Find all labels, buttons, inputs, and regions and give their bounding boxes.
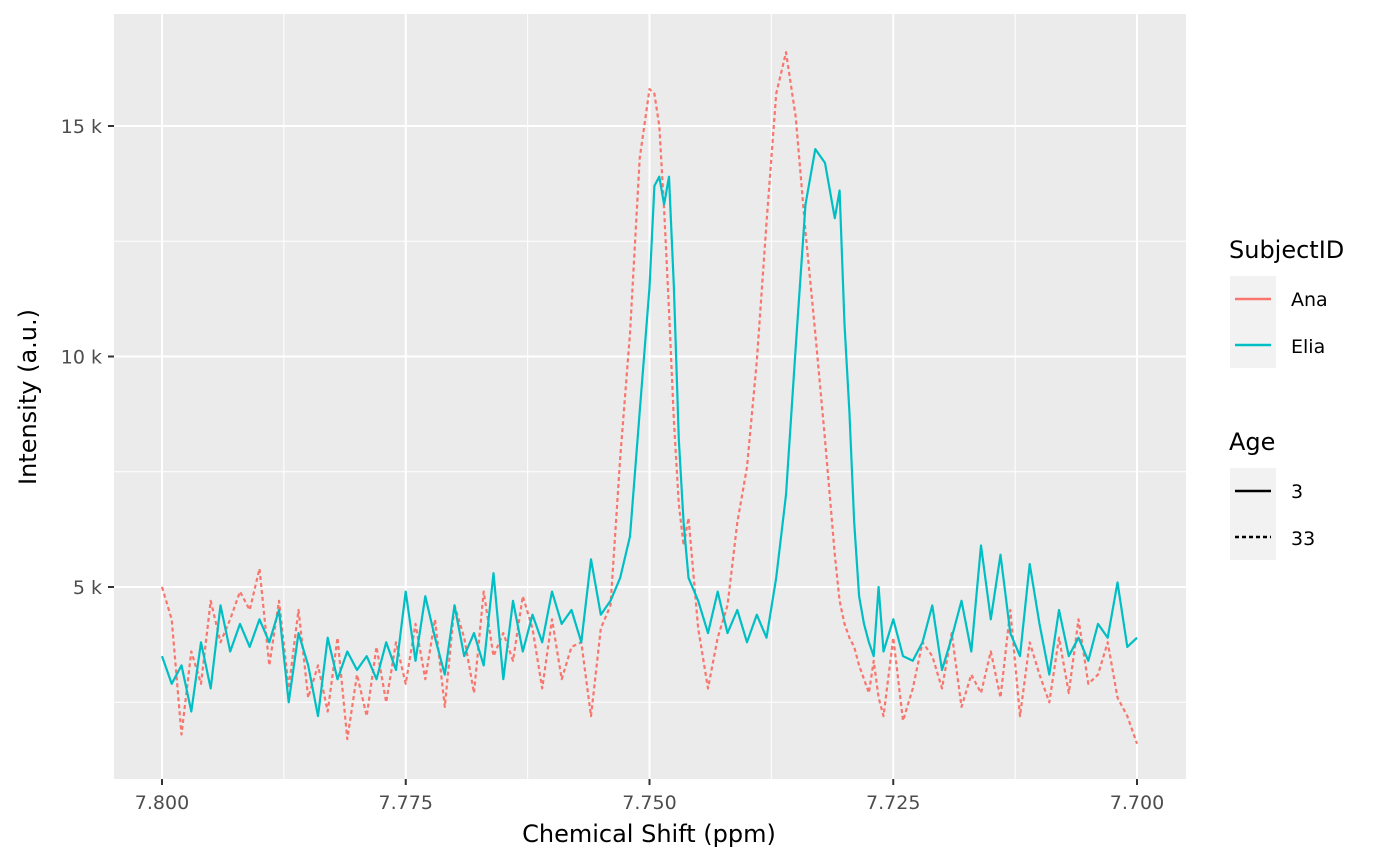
x-tick-label: 7.750 <box>622 792 676 814</box>
axes-layer: 7.800 7.775 7.750 7.725 7.700 5 k 10 k 15 k <box>61 116 1164 814</box>
grid-major <box>114 14 1186 779</box>
series-layer <box>160 51 1139 745</box>
x-tick-label: 7.775 <box>379 792 433 814</box>
y-tick-label: 10 k <box>61 347 102 369</box>
legend-label-elia: Elia <box>1291 336 1325 358</box>
legend-label-age-33: 33 <box>1291 528 1315 550</box>
legend-age: Age 3 33 <box>1229 428 1315 560</box>
series-line-ana <box>160 51 1139 745</box>
x-axis-title: Chemical Shift (ppm) <box>522 820 776 848</box>
legend-label-ana: Ana <box>1291 289 1328 311</box>
legend-subjectid: SubjectID Ana Elia <box>1229 236 1344 368</box>
y-tick-label: 15 k <box>61 116 102 138</box>
legend-title-age: Age <box>1229 428 1275 456</box>
y-tick-label: 5 k <box>73 577 102 599</box>
legend-title-subjectid: SubjectID <box>1229 236 1344 264</box>
legend-label-age-3: 3 <box>1291 481 1303 503</box>
x-tick-label: 7.725 <box>866 792 920 814</box>
x-tick-label: 7.800 <box>135 792 189 814</box>
y-axis-title: Intensity (a.u.) <box>14 309 42 485</box>
x-tick-label: 7.700 <box>1110 792 1164 814</box>
series-line-elia <box>160 148 1138 718</box>
